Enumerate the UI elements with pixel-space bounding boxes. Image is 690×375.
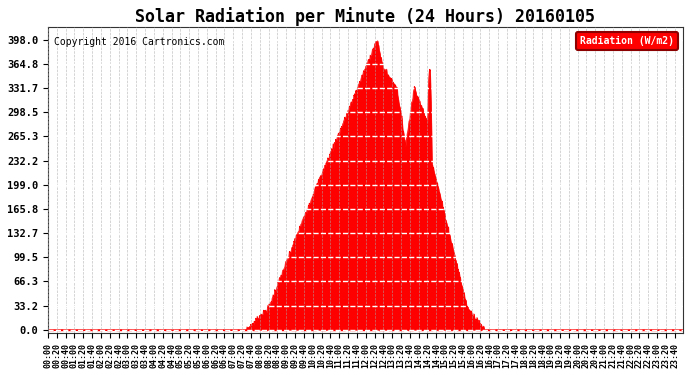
- Legend: Radiation (W/m2): Radiation (W/m2): [576, 32, 678, 50]
- Text: Copyright 2016 Cartronics.com: Copyright 2016 Cartronics.com: [55, 37, 225, 46]
- Title: Solar Radiation per Minute (24 Hours) 20160105: Solar Radiation per Minute (24 Hours) 20…: [135, 7, 595, 26]
